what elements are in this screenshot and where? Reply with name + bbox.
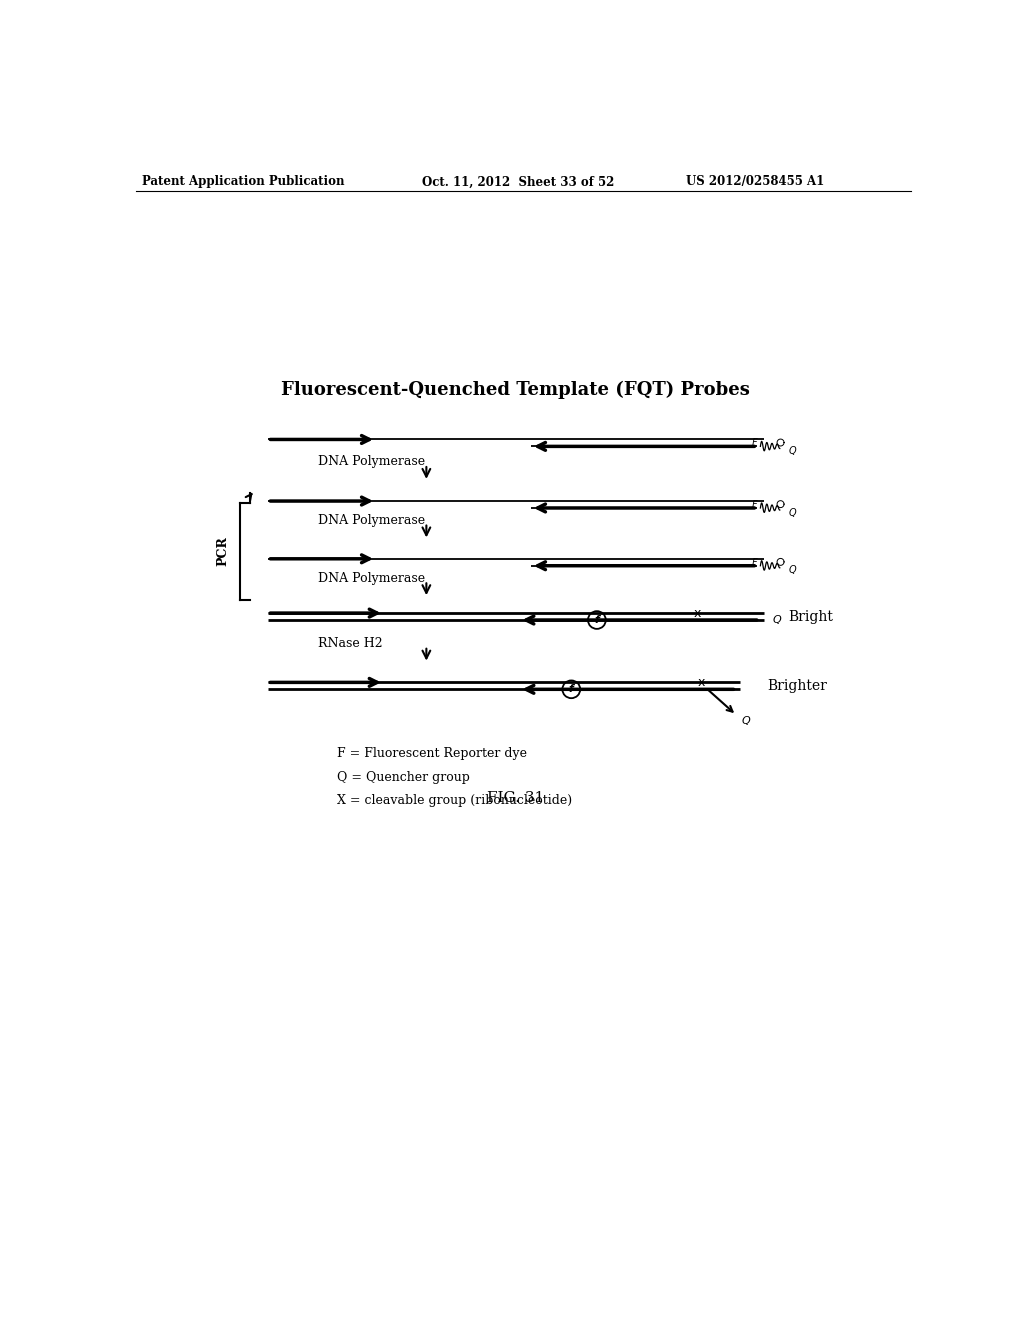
Text: RNase H2: RNase H2 — [317, 638, 383, 649]
Text: x: x — [697, 676, 706, 689]
Text: Q: Q — [741, 717, 751, 726]
Text: Q: Q — [790, 508, 797, 517]
Text: F: F — [752, 438, 758, 449]
Text: Q: Q — [790, 565, 797, 576]
Text: F = Fluorescent Reporter dye: F = Fluorescent Reporter dye — [337, 747, 527, 760]
Text: Q: Q — [773, 615, 781, 624]
Text: f: f — [569, 684, 573, 694]
Text: Fluorescent-Quenched Template (FQT) Probes: Fluorescent-Quenched Template (FQT) Prob… — [281, 380, 750, 399]
Text: F: F — [752, 557, 758, 568]
Text: US 2012/0258455 A1: US 2012/0258455 A1 — [686, 176, 824, 189]
Text: FIG. 31: FIG. 31 — [486, 791, 544, 804]
Text: X = cleavable group (ribonucleotide): X = cleavable group (ribonucleotide) — [337, 793, 572, 807]
Text: x: x — [694, 607, 701, 619]
Text: Brighter: Brighter — [767, 678, 827, 693]
Text: Oct. 11, 2012  Sheet 33 of 52: Oct. 11, 2012 Sheet 33 of 52 — [423, 176, 614, 189]
Text: DNA Polymerase: DNA Polymerase — [317, 572, 425, 585]
Text: Q: Q — [790, 446, 797, 455]
Text: f: f — [595, 615, 599, 624]
Text: PCR: PCR — [217, 536, 229, 566]
Text: Patent Application Publication: Patent Application Publication — [142, 176, 344, 189]
Text: DNA Polymerase: DNA Polymerase — [317, 455, 425, 469]
Text: DNA Polymerase: DNA Polymerase — [317, 513, 425, 527]
Text: F: F — [752, 500, 758, 510]
Text: Q = Quencher group: Q = Quencher group — [337, 771, 470, 784]
Text: Bright: Bright — [788, 610, 834, 623]
